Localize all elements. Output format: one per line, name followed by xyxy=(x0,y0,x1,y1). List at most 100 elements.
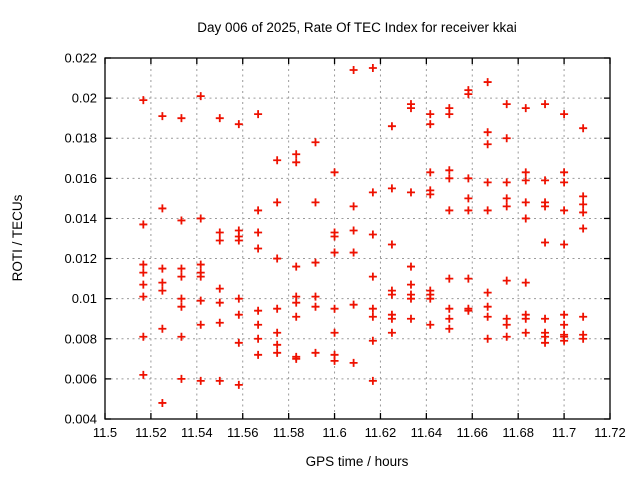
data-point xyxy=(387,122,396,131)
data-point xyxy=(368,230,377,239)
data-point xyxy=(215,228,224,237)
data-point xyxy=(560,310,569,319)
data-point xyxy=(426,190,435,199)
data-point xyxy=(541,338,550,347)
data-point xyxy=(426,168,435,177)
data-point xyxy=(483,302,492,311)
data-point xyxy=(215,236,224,245)
data-point xyxy=(387,184,396,193)
data-point xyxy=(254,110,263,119)
data-point xyxy=(177,264,186,273)
data-point xyxy=(273,328,282,337)
x-tick-label: 11.54 xyxy=(181,425,213,440)
data-point xyxy=(158,398,167,407)
data-point xyxy=(579,224,588,233)
data-point xyxy=(139,332,148,341)
data-point xyxy=(158,204,167,213)
x-tick-label: 11.52 xyxy=(135,425,167,440)
plot-border-rect xyxy=(104,57,611,420)
data-point xyxy=(158,112,167,121)
data-point xyxy=(483,140,492,149)
data-point xyxy=(177,216,186,225)
data-point xyxy=(560,336,569,345)
data-point xyxy=(426,294,435,303)
data-point xyxy=(349,226,358,235)
data-point xyxy=(158,286,167,295)
data-point xyxy=(541,314,550,323)
data-point xyxy=(541,202,550,211)
data-point xyxy=(579,192,588,201)
data-point xyxy=(579,200,588,209)
data-point xyxy=(483,78,492,87)
data-point xyxy=(560,240,569,249)
data-point xyxy=(196,92,205,101)
data-point xyxy=(292,158,301,167)
data-point xyxy=(177,332,186,341)
y-tick-label: 0.022 xyxy=(64,51,97,66)
data-point xyxy=(311,292,320,301)
data-point xyxy=(139,260,148,269)
data-point xyxy=(196,376,205,385)
x-tick-label: 11.58 xyxy=(273,425,305,440)
data-point xyxy=(139,370,148,379)
data-point xyxy=(330,328,339,337)
data-point xyxy=(254,206,263,215)
data-point xyxy=(426,110,435,119)
data-point xyxy=(464,90,473,99)
y-tick-label: 0.018 xyxy=(64,131,97,146)
data-point xyxy=(579,334,588,343)
data-point xyxy=(139,220,148,229)
data-point xyxy=(541,100,550,109)
data-point xyxy=(445,174,454,183)
grid-lines xyxy=(105,58,610,419)
data-point xyxy=(139,96,148,105)
data-point xyxy=(579,124,588,133)
data-point xyxy=(483,128,492,137)
data-point xyxy=(387,240,396,249)
data-point xyxy=(330,356,339,365)
data-point xyxy=(311,348,320,357)
data-point xyxy=(368,312,377,321)
data-point xyxy=(177,374,186,383)
data-point xyxy=(177,302,186,311)
x-tick-label: 11.56 xyxy=(227,425,259,440)
data-point xyxy=(521,328,530,337)
data-point xyxy=(579,208,588,217)
data-point xyxy=(483,288,492,297)
data-point xyxy=(521,168,530,177)
data-point xyxy=(387,314,396,323)
data-point xyxy=(234,310,243,319)
data-point xyxy=(254,306,263,315)
data-point xyxy=(483,312,492,321)
data-point xyxy=(541,176,550,185)
data-point xyxy=(254,244,263,253)
data-point xyxy=(177,294,186,303)
data-point xyxy=(521,314,530,323)
data-point xyxy=(406,280,415,289)
x-tick-label: 11.66 xyxy=(456,425,488,440)
data-point xyxy=(406,104,415,113)
x-tick-label: 11.7 xyxy=(552,425,576,440)
data-point xyxy=(273,304,282,313)
data-point xyxy=(426,120,435,129)
data-point xyxy=(349,202,358,211)
axis-ticks xyxy=(104,57,611,420)
data-point xyxy=(521,198,530,207)
x-axis-title: GPS time / hours xyxy=(306,454,409,469)
data-point xyxy=(368,272,377,281)
data-point xyxy=(196,260,205,269)
data-point xyxy=(139,280,148,289)
data-point xyxy=(234,338,243,347)
data-point xyxy=(464,194,473,203)
data-point xyxy=(521,214,530,223)
data-point xyxy=(426,320,435,329)
data-point xyxy=(273,348,282,357)
data-point xyxy=(483,206,492,215)
data-point xyxy=(483,334,492,343)
data-point xyxy=(158,264,167,273)
data-point xyxy=(196,320,205,329)
data-point xyxy=(311,302,320,311)
data-point xyxy=(215,298,224,307)
data-point xyxy=(215,114,224,123)
